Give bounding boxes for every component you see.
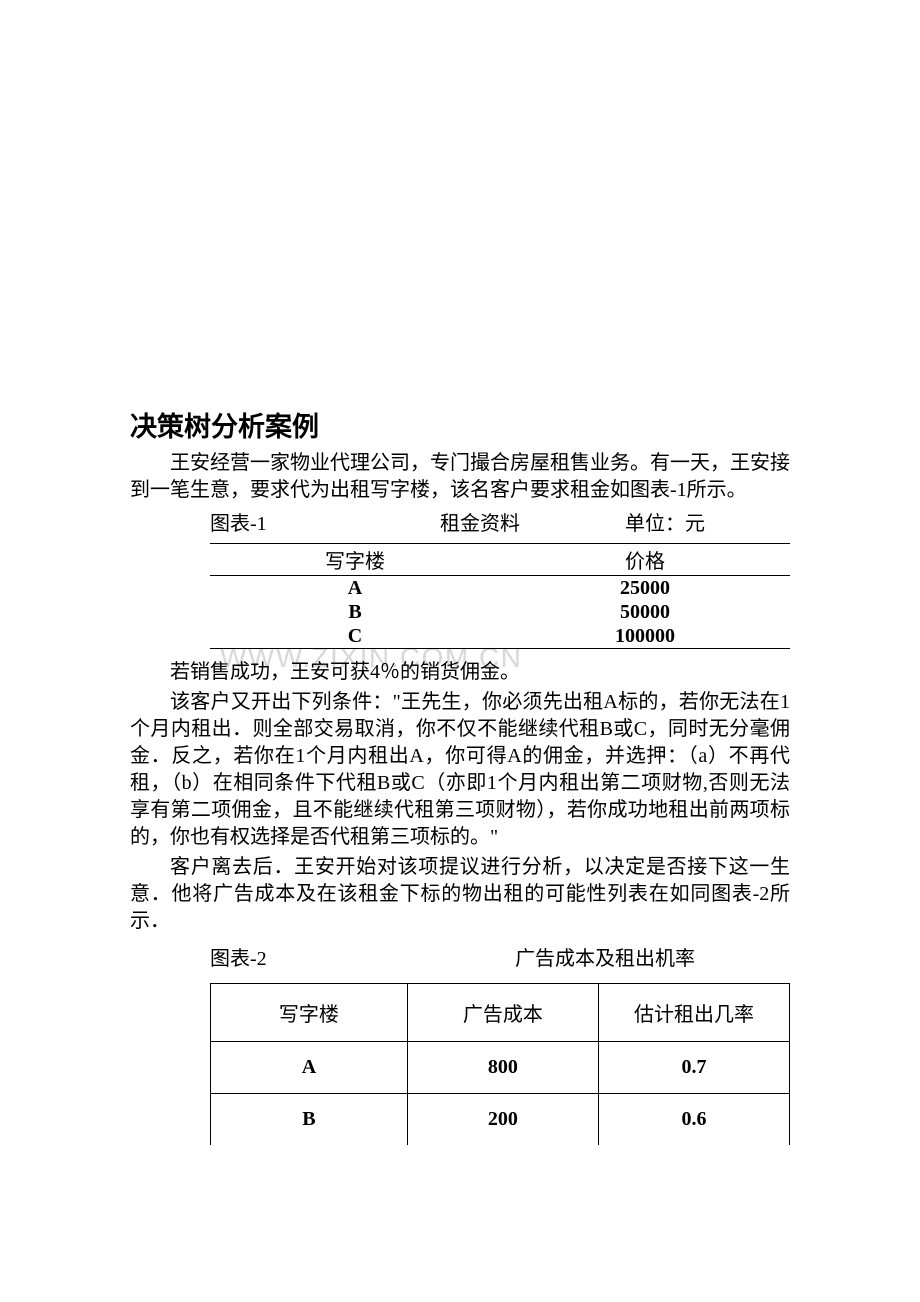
table1-header-price: 价格 xyxy=(500,544,790,576)
paragraph-4: 客户离去后．王安开始对该项提议进行分析，以决定是否接下这一生意．他将广告成本及在… xyxy=(130,854,790,935)
table1-caption-title: 租金资料 xyxy=(440,510,625,538)
table2-header-cost: 广告成本 xyxy=(407,984,598,1042)
table-header-row: 写字楼 广告成本 估计租出几率 xyxy=(211,984,790,1042)
table-header-row: 写字楼 价格 xyxy=(210,544,790,576)
table-row: A 800 0.7 xyxy=(211,1042,790,1094)
table2-caption-title: 广告成本及租出机率 xyxy=(515,945,695,973)
rent-table: 写字楼 价格 A 25000 B 50000 C 100000 xyxy=(210,543,790,649)
table1-cell-building-c: C xyxy=(210,624,500,649)
table2-cell-cost-b: 200 xyxy=(407,1094,598,1146)
table-row: A 25000 xyxy=(210,576,790,601)
table1-cell-price-c: 100000 xyxy=(500,624,790,649)
table1-cell-building-b: B xyxy=(210,600,500,624)
table1-cell-price-a: 25000 xyxy=(500,576,790,601)
table1-cell-price-b: 50000 xyxy=(500,600,790,624)
paragraph-2: 若销售成功，王安可获4％的销货佣金。 xyxy=(130,659,790,686)
table1-header-building: 写字楼 xyxy=(210,544,500,576)
table2-cell-building-b: B xyxy=(211,1094,408,1146)
table2-caption-label: 图表-2 xyxy=(210,945,515,973)
table-row: C 100000 xyxy=(210,624,790,649)
table2-caption: 图表-2 广告成本及租出机率 xyxy=(130,945,790,973)
table2-cell-cost-a: 800 xyxy=(407,1042,598,1094)
ad-cost-table: 写字楼 广告成本 估计租出几率 A 800 0.7 B 200 0.6 xyxy=(210,983,790,1145)
paragraph-1: 王安经营一家物业代理公司，专门撮合房屋租售业务。有一天，王安接到一笔生意，要求代… xyxy=(130,450,790,504)
paragraph-3: 该客户又开出下列条件："王先生，你必须先出租A标的，若你无法在1个月内租出．则全… xyxy=(130,689,790,851)
table2-header-building: 写字楼 xyxy=(211,984,408,1042)
table2-cell-prob-a: 0.7 xyxy=(598,1042,789,1094)
table1-cell-building-a: A xyxy=(210,576,500,601)
document-title: 决策树分析案例 xyxy=(130,405,790,444)
table1-caption-label: 图表-1 xyxy=(210,510,440,538)
table-row: B 50000 xyxy=(210,600,790,624)
table2-cell-prob-b: 0.6 xyxy=(598,1094,789,1146)
table1-caption-unit: 单位：元 xyxy=(625,510,705,538)
table2-cell-building-a: A xyxy=(211,1042,408,1094)
table1-caption: 图表-1 租金资料 单位：元 xyxy=(130,510,790,538)
table-row: B 200 0.6 xyxy=(211,1094,790,1146)
table2-header-probability: 估计租出几率 xyxy=(598,984,789,1042)
